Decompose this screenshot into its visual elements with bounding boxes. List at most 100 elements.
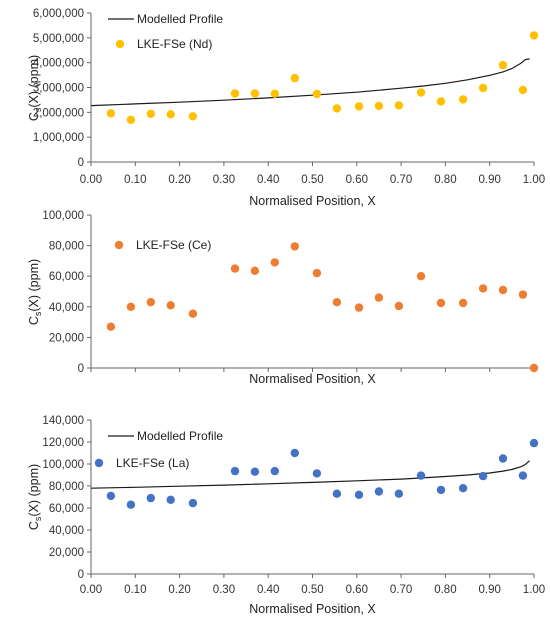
y-tick-label: 40,000 <box>49 525 84 537</box>
legend-label: LKE-FSe (La) <box>116 456 189 470</box>
data-point <box>436 97 446 106</box>
x-axis-label: Normalised Position, X <box>249 372 376 386</box>
x-tick-label: 0.80 <box>434 584 456 596</box>
data-point <box>188 498 198 508</box>
data-point <box>106 109 116 118</box>
y-tick-label: 2,000,000 <box>33 107 84 119</box>
x-tick-label: 1.00 <box>523 584 545 596</box>
y-tick-label: 60,000 <box>49 503 84 515</box>
data-point <box>250 266 260 275</box>
data-point <box>146 109 155 119</box>
data-point <box>270 258 279 267</box>
y-tick-label: 100,000 <box>42 459 84 471</box>
y-tick-label: 120,000 <box>42 437 84 449</box>
data-point <box>478 83 488 93</box>
x-tick-label: 0.40 <box>257 174 279 186</box>
chart-panel-1: 0 1,000,000 2,000,000 3,000,000 4,000,000 5,0… <box>27 8 545 208</box>
x-tick-label: 0.90 <box>479 584 501 596</box>
data-point <box>166 110 175 119</box>
y-tick-label: 80,000 <box>49 481 84 493</box>
x-tick-label: 0.00 <box>80 174 102 186</box>
data-point <box>498 285 508 295</box>
x-tick-label: 0.60 <box>346 174 368 186</box>
data-point <box>394 489 404 498</box>
data-point <box>416 88 426 97</box>
chart-panel-2: 0 20,000 40,000 60,000 80,000 100,000 Normalis… <box>27 210 539 386</box>
data-point <box>529 363 539 373</box>
data-point <box>332 489 342 498</box>
data-point <box>270 466 279 476</box>
data-point <box>332 298 342 307</box>
y-tick-label: 20,000 <box>49 547 84 559</box>
legend-label: Modelled Profile <box>137 12 223 26</box>
x-tick-label: 0.70 <box>390 174 412 186</box>
x-axis-label: Normalised Position, X <box>249 194 376 208</box>
data-point <box>106 491 116 501</box>
data-point <box>166 495 175 504</box>
x-tick-label: 0.20 <box>168 584 190 596</box>
data-point <box>518 471 528 480</box>
data-point <box>458 484 468 493</box>
data-point <box>354 303 364 312</box>
data-point <box>374 487 384 496</box>
chart-panel-3: 0 20,000 40,000 60,000 80,000 100,000 120,000 1… <box>27 415 545 616</box>
data-point <box>374 293 384 302</box>
data-point <box>290 73 299 83</box>
x-tick-label: 0.50 <box>301 174 323 186</box>
x-tick-label: 0.50 <box>301 584 323 596</box>
y-tick-label: 20,000 <box>49 332 84 344</box>
y-tick-label: 60,000 <box>49 271 84 283</box>
x-tick-label: 0.80 <box>434 174 456 186</box>
data-point <box>374 101 384 111</box>
x-tick-label: 1.00 <box>523 174 545 186</box>
data-point <box>332 104 342 113</box>
y-tick-label: 0 <box>78 157 84 169</box>
x-tick-label: 0.60 <box>346 584 368 596</box>
y-axis-label: Cs(X) (ppm) <box>27 259 43 325</box>
data-point <box>354 102 364 111</box>
data-point <box>518 290 528 299</box>
data-point <box>436 298 446 308</box>
data-point <box>146 493 155 503</box>
data-point <box>312 89 322 99</box>
data-point <box>250 89 260 98</box>
legend-marker <box>114 240 124 250</box>
data-point <box>416 471 426 480</box>
data-point <box>230 466 240 476</box>
x-tick-label: 0.20 <box>168 174 190 186</box>
data-point <box>458 95 468 104</box>
data-point <box>230 89 240 98</box>
data-point <box>312 268 322 278</box>
data-point <box>436 485 446 495</box>
data-point <box>290 448 299 458</box>
data-point <box>270 89 279 98</box>
x-tick-label: 0.90 <box>479 174 501 186</box>
data-point <box>498 60 508 70</box>
y-tick-label: 0 <box>78 569 84 581</box>
data-point <box>312 469 322 478</box>
data-point <box>416 272 426 281</box>
x-tick-label: 0.10 <box>124 174 146 186</box>
data-point <box>478 471 488 481</box>
data-point <box>126 500 136 509</box>
x-tick-label: 0.30 <box>213 174 235 186</box>
data-point <box>498 454 508 463</box>
legend-label: Modelled Profile <box>137 429 223 443</box>
y-tick-label: 40,000 <box>49 302 84 314</box>
x-axis-label: Normalised Position, X <box>249 602 376 616</box>
data-point <box>250 467 260 476</box>
data-point <box>230 264 240 273</box>
data-point <box>394 101 404 110</box>
legend-label: LKE-FSe (Nd) <box>137 37 212 51</box>
legend-marker <box>94 458 104 468</box>
data-point <box>290 242 299 251</box>
legend-marker <box>115 39 125 49</box>
legend-label: LKE-FSe (Ce) <box>136 238 211 252</box>
y-tick-label: 5,000,000 <box>33 33 84 45</box>
data-point <box>478 284 488 293</box>
y-tick-label: 80,000 <box>49 241 84 253</box>
y-tick-label: 4,000,000 <box>33 58 84 70</box>
data-point <box>166 301 175 310</box>
y-tick-label: 6,000,000 <box>33 8 84 20</box>
